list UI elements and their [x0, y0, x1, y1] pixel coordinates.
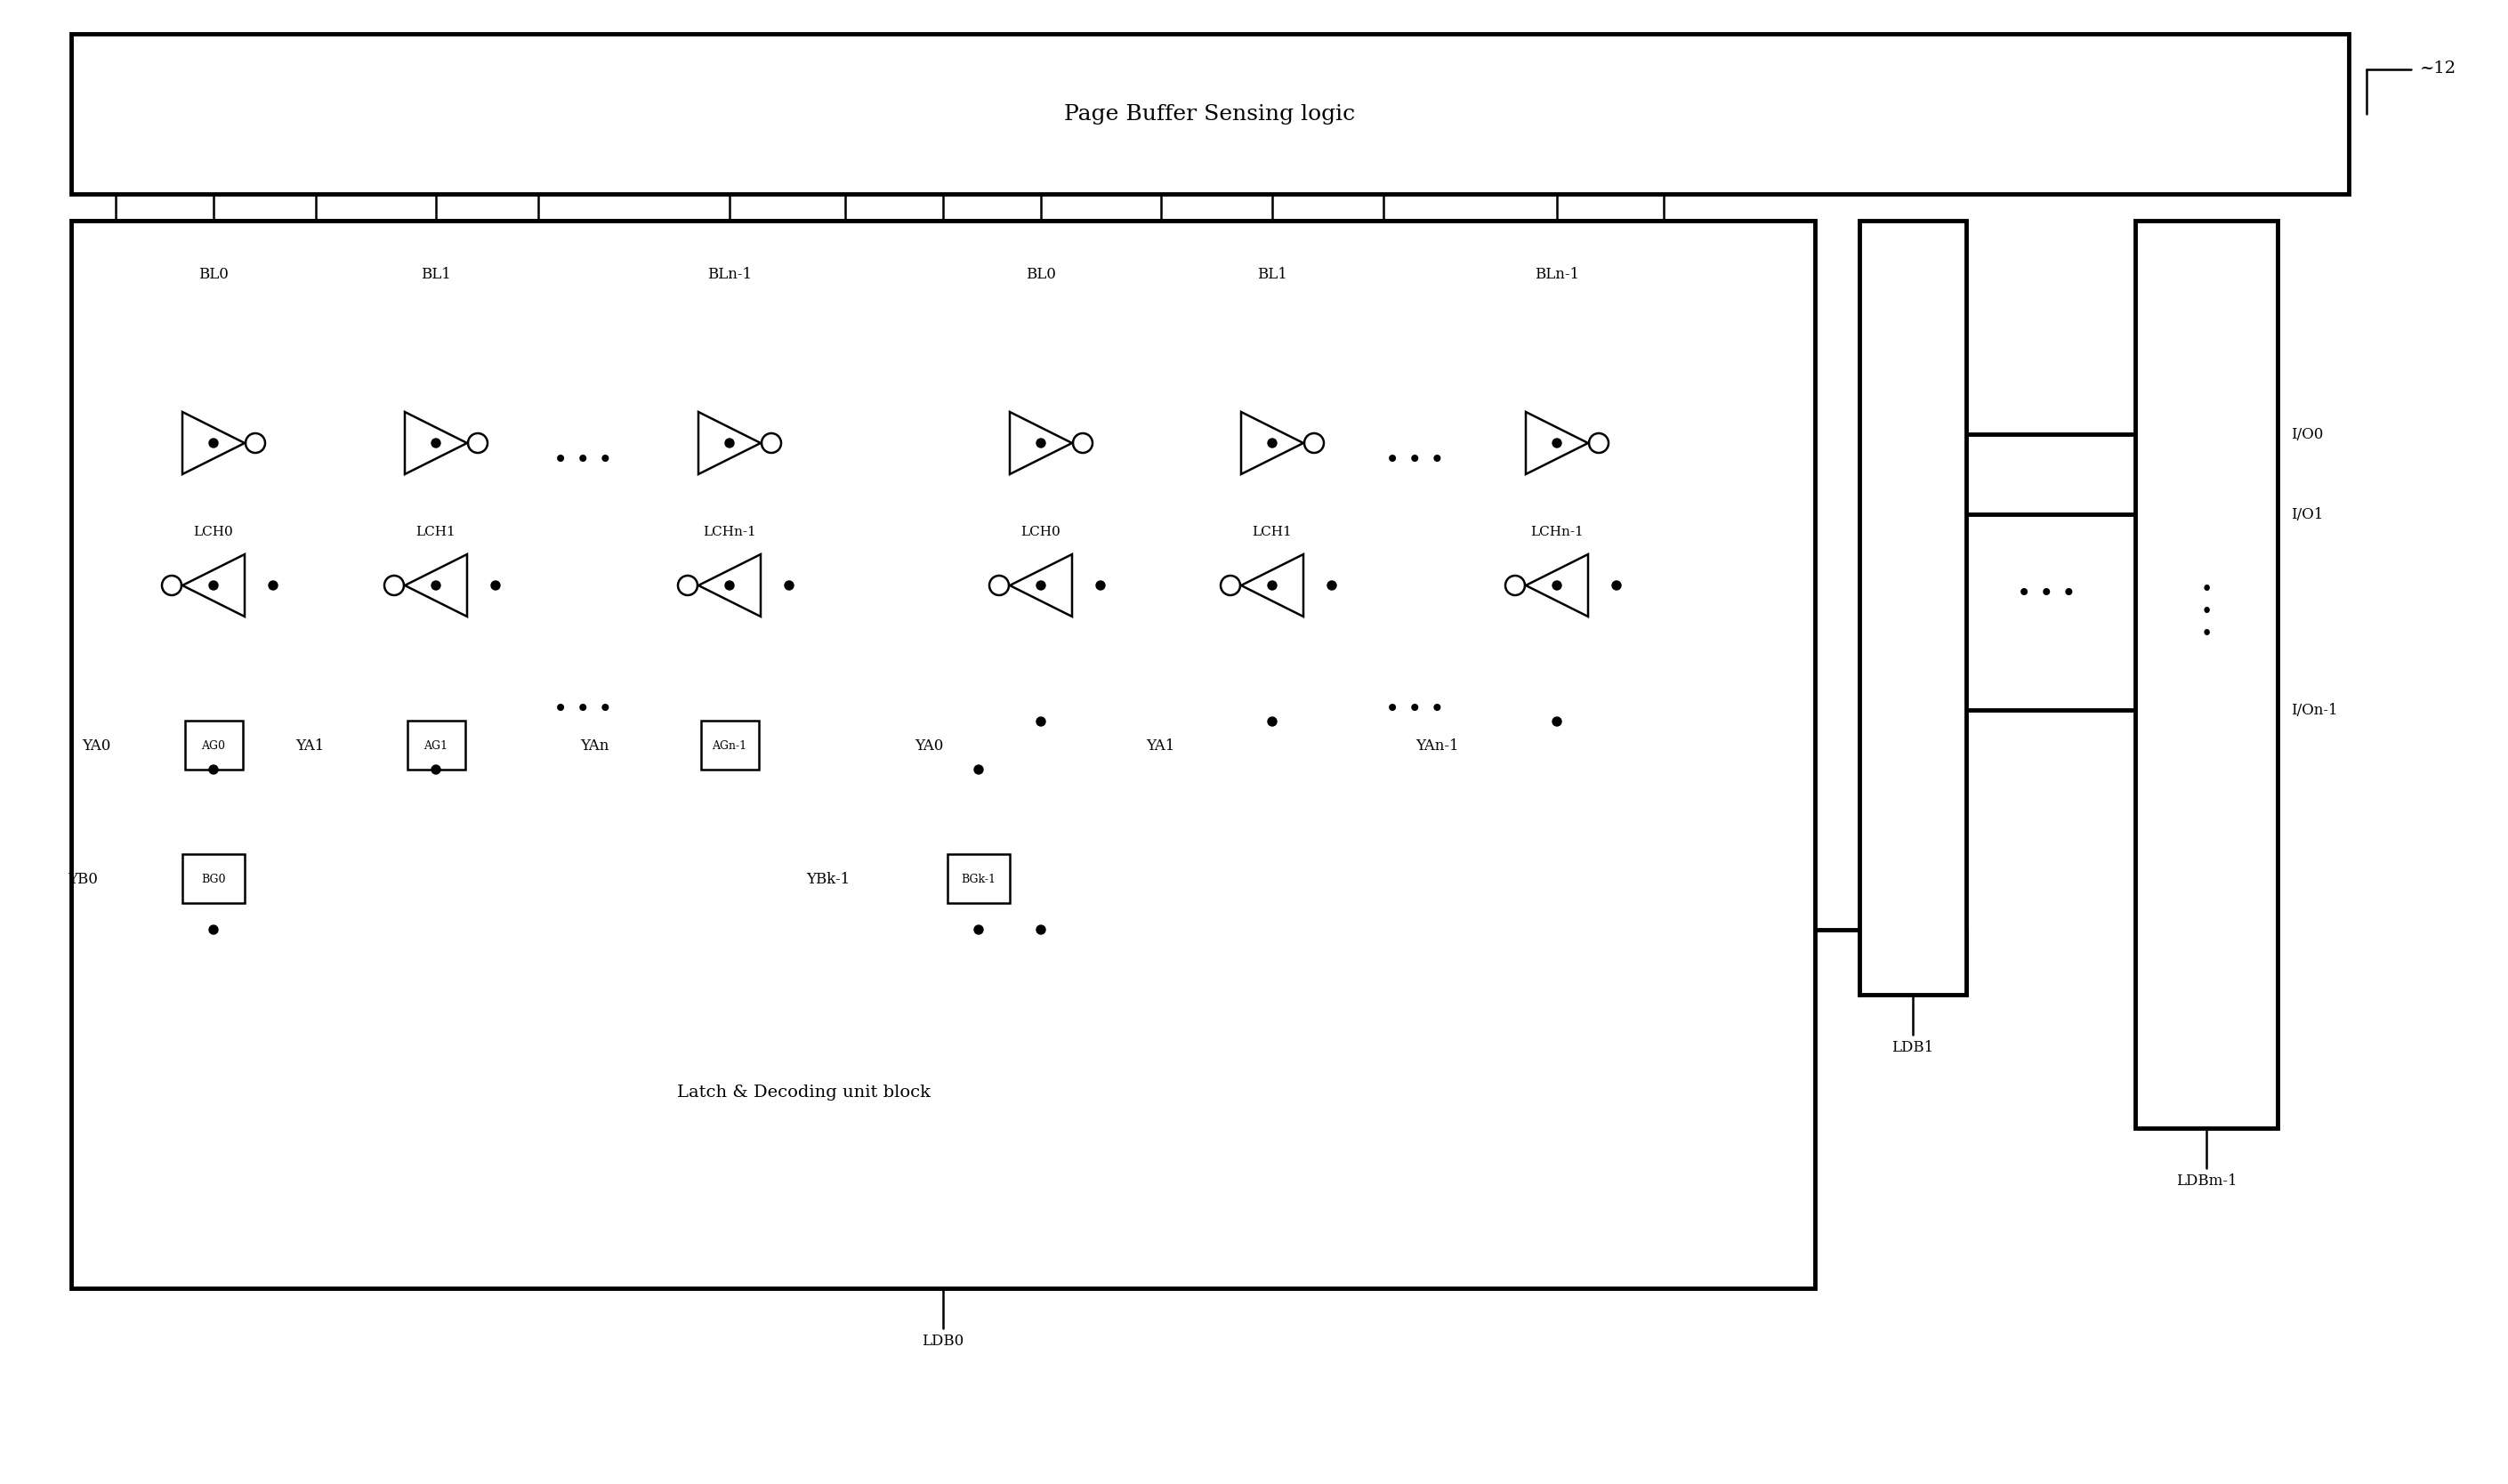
Text: AGn-1: AGn-1 [712, 741, 747, 751]
Text: Latch & Decoding unit block: Latch & Decoding unit block [677, 1085, 930, 1101]
Text: LCHn-1: LCHn-1 [1530, 525, 1583, 539]
Circle shape [431, 439, 441, 448]
Text: YA0: YA0 [915, 738, 943, 752]
Circle shape [973, 766, 983, 775]
Text: AG0: AG0 [201, 741, 226, 751]
Text: I/O0: I/O0 [2290, 426, 2322, 442]
Text: LDB0: LDB0 [923, 1334, 963, 1349]
Circle shape [1267, 580, 1277, 589]
Circle shape [431, 580, 441, 589]
Circle shape [208, 766, 218, 775]
Circle shape [208, 439, 218, 448]
Text: LCH1: LCH1 [1251, 525, 1292, 539]
Text: BGk-1: BGk-1 [961, 873, 996, 884]
Text: LCH1: LCH1 [416, 525, 456, 539]
Bar [2134, 221, 2277, 1128]
Text: •
•
•: • • • [2200, 580, 2212, 644]
Text: BL1: BL1 [1257, 267, 1287, 282]
Circle shape [1267, 439, 1277, 448]
Circle shape [725, 439, 735, 448]
Circle shape [492, 580, 499, 589]
Text: BG0: BG0 [201, 873, 226, 884]
Text: LDB1: LDB1 [1891, 1040, 1934, 1055]
Text: • • •: • • • [1384, 697, 1445, 723]
Text: BL1: BL1 [421, 267, 451, 282]
Circle shape [1267, 717, 1277, 726]
Text: BL0: BL0 [198, 267, 228, 282]
Bar [702, 721, 760, 770]
Circle shape [268, 580, 278, 589]
Text: LDBm-1: LDBm-1 [2177, 1174, 2237, 1189]
Text: YB0: YB0 [68, 871, 98, 886]
Circle shape [1036, 439, 1046, 448]
Circle shape [431, 766, 441, 775]
Circle shape [1552, 717, 1562, 726]
Bar [948, 855, 1011, 904]
Circle shape [1327, 580, 1337, 589]
Text: LCH0: LCH0 [1021, 525, 1061, 539]
Text: • • •: • • • [1384, 448, 1445, 473]
Bar [70, 34, 2350, 194]
Circle shape [1036, 717, 1046, 726]
Circle shape [725, 580, 735, 589]
Text: YA0: YA0 [83, 738, 110, 752]
Text: BL0: BL0 [1026, 267, 1056, 282]
Text: LCHn-1: LCHn-1 [702, 525, 755, 539]
Bar [186, 721, 243, 770]
Circle shape [1036, 926, 1046, 933]
Text: • • •: • • • [2016, 582, 2077, 607]
Circle shape [1096, 580, 1106, 589]
Circle shape [1552, 439, 1562, 448]
Text: ~12: ~12 [2420, 61, 2455, 77]
Circle shape [1613, 580, 1620, 589]
Bar [183, 855, 246, 904]
Text: YBk-1: YBk-1 [805, 871, 850, 886]
Bar [406, 721, 466, 770]
Text: YAn-1: YAn-1 [1417, 738, 1460, 752]
Text: • • •: • • • [554, 448, 612, 473]
Text: BLn-1: BLn-1 [1535, 267, 1580, 282]
Text: I/O1: I/O1 [2290, 506, 2322, 522]
Text: YAn: YAn [582, 738, 609, 752]
Text: BLn-1: BLn-1 [707, 267, 752, 282]
Circle shape [973, 926, 983, 933]
Bar [70, 221, 1816, 1288]
Text: I/On-1: I/On-1 [2290, 702, 2337, 718]
Text: AG1: AG1 [424, 741, 449, 751]
Text: • • •: • • • [554, 697, 612, 723]
Circle shape [1552, 580, 1562, 589]
Text: YA1: YA1 [1146, 738, 1174, 752]
Circle shape [1036, 580, 1046, 589]
Circle shape [208, 580, 218, 589]
Text: Page Buffer Sensing logic: Page Buffer Sensing logic [1063, 104, 1354, 125]
Bar [1858, 221, 1966, 994]
Text: LCH0: LCH0 [193, 525, 233, 539]
Text: YA1: YA1 [296, 738, 324, 752]
Circle shape [208, 926, 218, 933]
Circle shape [785, 580, 793, 589]
